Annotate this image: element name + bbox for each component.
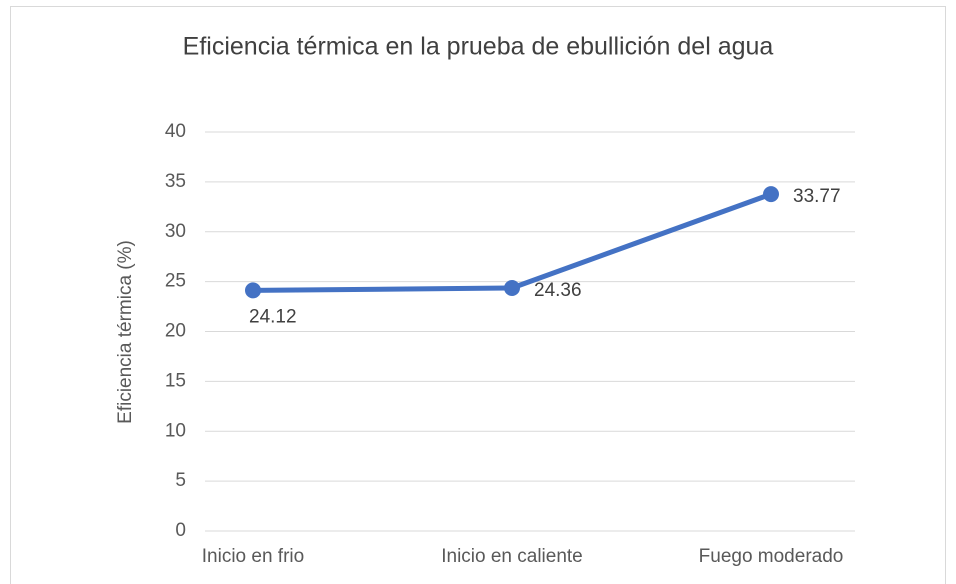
data-label: 24.12: [249, 306, 297, 327]
x-tick-label: Inicio en frio: [202, 546, 304, 567]
chart-border: [10, 6, 946, 584]
data-point: [504, 280, 520, 297]
x-tick-label: Fuego moderado: [699, 546, 844, 567]
x-tick-label: Inicio en caliente: [441, 546, 583, 567]
y-tick-label: 10: [165, 420, 186, 441]
y-tick-label: 20: [165, 321, 186, 342]
y-tick-label: 15: [165, 370, 186, 391]
y-tick-label: 40: [165, 121, 186, 142]
data-point: [763, 186, 779, 203]
data-point: [245, 282, 261, 299]
y-tick-label: 5: [175, 470, 186, 491]
y-tick-label: 30: [165, 221, 186, 242]
y-tick-label: 35: [165, 171, 186, 192]
data-label: 33.77: [793, 186, 841, 207]
y-axis-label: Eficiencia térmica (%): [115, 240, 136, 424]
chart-title: Eficiencia térmica en la prueba de ebull…: [183, 33, 774, 61]
data-label: 24.36: [534, 280, 582, 301]
y-tick-label: 0: [175, 520, 186, 541]
y-tick-label: 25: [165, 271, 186, 292]
